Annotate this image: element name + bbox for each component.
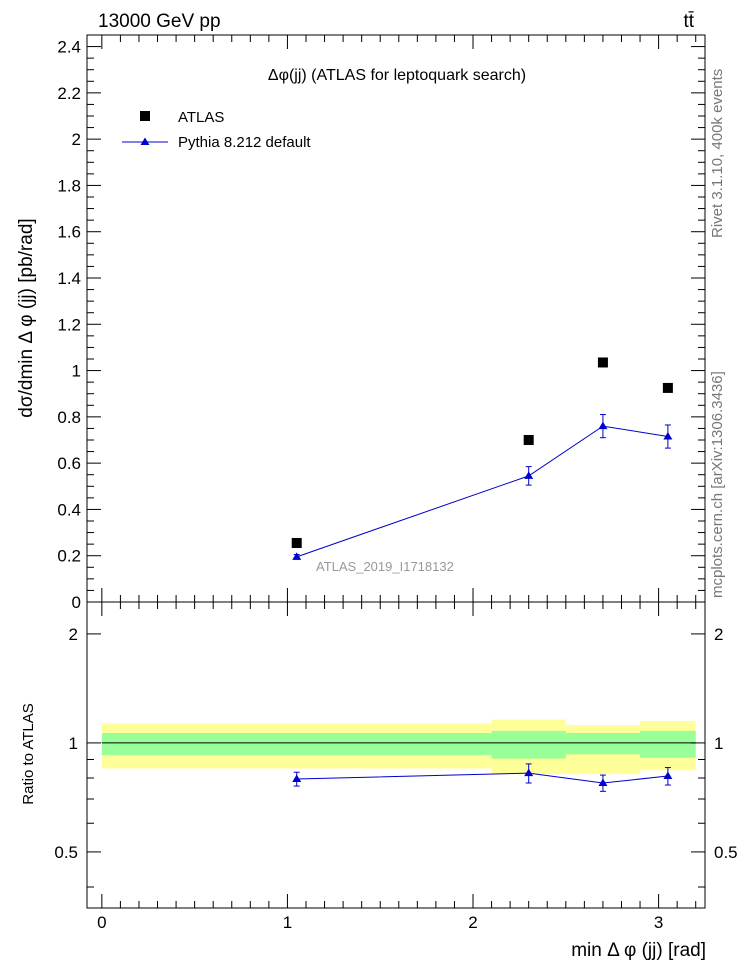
legend-atlas-marker (140, 111, 150, 121)
y-tick-label: 1.4 (57, 269, 81, 288)
ratio-panel: 0 1 2 3 0.5 0.5 1 1 2 2 Ratio to ATLAS min Δ φ (j… (20, 601, 738, 961)
ratio-point (663, 771, 673, 780)
legend-atlas-label: ATLAS (178, 109, 224, 126)
y-tick-label: 1.6 (57, 223, 81, 242)
ratio-point (292, 774, 302, 782)
pythia-point (663, 432, 673, 440)
ratio-axis-ticks: 0 1 2 3 0.5 0.5 1 1 2 2 (54, 602, 738, 932)
main-axis-ticks: 0 0.2 0.4 0.6 0.8 1 1.2 1.4 1.6 1.8 2 2.2 2.4 (57, 35, 705, 612)
y-tick-label: 0.4 (57, 500, 81, 519)
uncertainty-band-inner (640, 730, 696, 758)
ratio-y-tick-label-right: 1 (714, 734, 723, 753)
x-tick-label: 1 (283, 913, 292, 932)
main-plot-content (291, 357, 673, 560)
atlas-point (662, 382, 673, 393)
main-panel: 0 0.2 0.4 0.6 0.8 1 1.2 1.4 1.6 1.8 2 2.2 2.4 Δφ(jj)… (16, 34, 706, 612)
ratio-series-line (296, 772, 668, 784)
energy-label: 13000 GeV pp (98, 11, 221, 32)
atlas-point (291, 537, 302, 548)
y-tick-label: 1.2 (57, 315, 81, 334)
plot-title: Δφ(jj) (ATLAS for leptoquark search) (268, 67, 526, 84)
x-tick-label: 2 (468, 913, 477, 932)
pythia-point (524, 471, 534, 479)
ratio-y-axis-label: Ratio to ATLAS (20, 703, 37, 804)
y-tick-label: 0.8 (57, 408, 81, 427)
uncertainty-band-inner (101, 733, 492, 756)
ratio-y-tick-label-right: 0.5 (714, 843, 738, 862)
x-axis-label: min Δ φ (jj) [rad] (571, 940, 706, 961)
ratio-y-tick-label-right: 2 (714, 625, 723, 644)
uncertainty-band-inner (491, 730, 566, 759)
ratio-frame (86, 601, 706, 909)
legend-pythia-marker (140, 137, 150, 145)
y-tick-label: 1 (72, 362, 81, 381)
uncertainty-band-inner (565, 733, 641, 755)
y-tick-label: 0 (72, 593, 81, 612)
mcplots-label: mcplots.cern.ch [arXiv:1306.3436] (709, 371, 726, 598)
y-tick-label: 2 (72, 130, 81, 149)
process-label: tt̄ (683, 11, 694, 32)
ratio-point (524, 768, 534, 777)
ratio-y-tick-label-left: 1 (69, 734, 78, 753)
ratio-y-tick-label-left: 0.5 (54, 843, 78, 862)
main-y-axis-label: dσ/dmin Δ φ (jj) [pb/rad] (16, 218, 37, 417)
y-tick-label: 0.6 (57, 454, 81, 473)
x-tick-label: 0 (97, 913, 106, 932)
legend-pythia-label: Pythia 8.212 default (178, 134, 311, 151)
pythia-point (598, 421, 608, 430)
y-tick-label: 2.4 (57, 38, 81, 57)
y-tick-label: 0.2 (57, 547, 81, 566)
x-tick-label: 3 (654, 913, 663, 932)
analysis-watermark: ATLAS_2019_I1718132 (316, 559, 454, 574)
pythia-series-line (296, 425, 668, 558)
atlas-point (523, 435, 534, 445)
legend: ATLAS Pythia 8.212 default (122, 109, 311, 151)
rivet-label: Rivet 3.1.10, 400k events (709, 69, 726, 238)
ratio-y-tick-label-left: 2 (69, 625, 78, 644)
ratio-plot-content (101, 719, 696, 792)
y-tick-label: 2.2 (57, 84, 81, 103)
y-tick-label: 1.8 (57, 176, 81, 195)
ratio-point (598, 778, 608, 786)
atlas-point (597, 357, 608, 368)
pythia-point (292, 552, 302, 560)
